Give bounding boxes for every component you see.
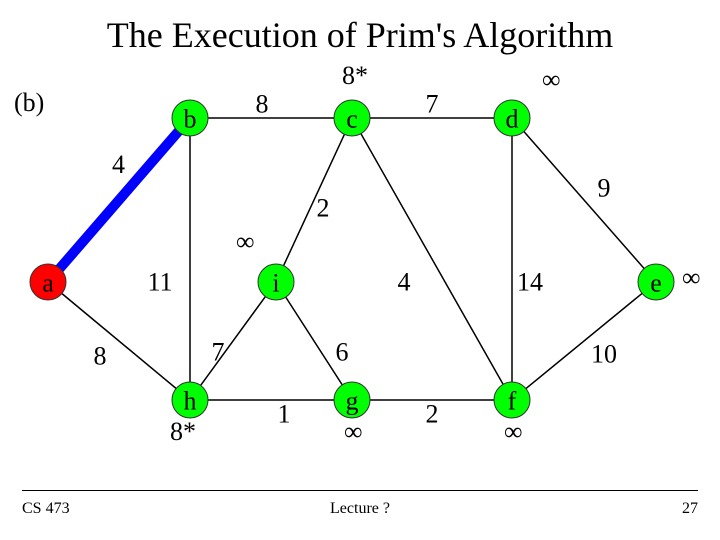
node-key-d: ∞ xyxy=(542,65,561,94)
edge-i-g xyxy=(286,297,343,385)
edge-weight-f-g: 2 xyxy=(426,400,439,429)
node-label-f: f xyxy=(508,387,517,416)
node-label-b: b xyxy=(184,105,197,134)
node-label-d: d xyxy=(506,105,519,134)
node-key-c: 8* xyxy=(342,61,368,90)
node-key-g: ∞ xyxy=(344,417,363,446)
node-label-c: c xyxy=(346,105,358,134)
edge-weight-e-f: 10 xyxy=(591,340,617,369)
edge-weight-c-f: 4 xyxy=(398,268,411,297)
footer-page: 27 xyxy=(682,500,698,518)
edge-weight-c-d: 7 xyxy=(426,90,439,119)
node-label-a: a xyxy=(42,269,54,298)
edge-weight-d-f: 14 xyxy=(517,268,543,297)
node-key-e: ∞ xyxy=(682,263,701,292)
edge-e-f xyxy=(526,293,642,388)
edge-i-c xyxy=(284,134,345,265)
edge-h-a xyxy=(62,294,176,389)
node-label-i: i xyxy=(272,269,279,298)
edge-weight-i-c: 2 xyxy=(317,194,330,223)
node-label-h: h xyxy=(184,387,197,416)
edge-weight-i-g: 6 xyxy=(336,338,349,367)
edge-weight-b-h: 11 xyxy=(147,268,172,297)
edge-c-f xyxy=(361,134,503,385)
graph-diagram: 8791021811762414ab4c8*d∞e∞f∞g∞h8*i∞ xyxy=(0,0,720,540)
edge-weight-h-a: 8 xyxy=(94,342,107,371)
footer-lecture: Lecture ? xyxy=(0,500,720,518)
edge-d-e xyxy=(524,132,644,269)
edge-weight-h-i: 7 xyxy=(212,338,225,367)
footer-divider xyxy=(22,490,698,491)
node-key-i: ∞ xyxy=(236,227,255,256)
node-key-b: 4 xyxy=(112,150,125,179)
edge-weight-b-c: 8 xyxy=(256,90,269,119)
node-label-g: g xyxy=(346,387,359,416)
node-label-e: e xyxy=(650,269,662,298)
node-key-h: 8* xyxy=(170,417,196,446)
edge-h-i xyxy=(201,297,266,386)
edge-weight-d-e: 9 xyxy=(598,174,611,203)
node-key-f: ∞ xyxy=(504,417,523,446)
edge-weight-g-h: 1 xyxy=(278,400,291,429)
